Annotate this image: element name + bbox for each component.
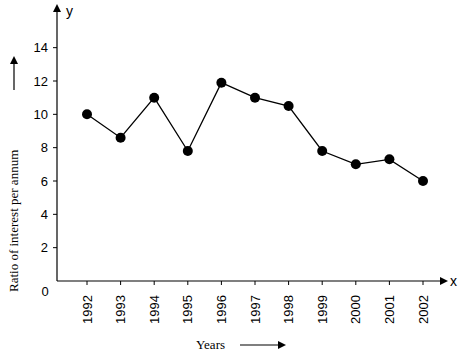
plot-area [82, 78, 428, 186]
x-tick-label: 1993 [113, 295, 128, 324]
x-tick [87, 281, 88, 285]
y-tick-label: 8 [41, 140, 48, 155]
point [116, 133, 126, 143]
x-tick [120, 281, 121, 285]
point [418, 176, 428, 186]
x-tick [221, 281, 222, 285]
x-tick [355, 281, 356, 285]
y-tick-label: 12 [34, 74, 48, 89]
x-tick-label: 1994 [147, 295, 162, 324]
y-tick [53, 214, 57, 215]
y-tick-label: 0 [41, 284, 48, 299]
x-tick [322, 281, 323, 285]
point [149, 93, 159, 103]
y-tick [53, 47, 57, 48]
x-axis [57, 280, 446, 281]
x-tick [154, 281, 155, 285]
x-tick-label: 1998 [281, 295, 296, 324]
x-tick-label: 1997 [248, 295, 263, 324]
x-tick-label: 1996 [214, 295, 229, 324]
point [351, 159, 361, 169]
x-tick-label: 2000 [348, 295, 363, 324]
y-tick-label: 14 [34, 40, 48, 55]
point [317, 146, 327, 156]
x-tick-label: 2001 [382, 295, 397, 324]
line [87, 83, 423, 181]
point [82, 109, 92, 119]
x-tick-label: 1999 [315, 295, 330, 324]
point [384, 154, 394, 164]
y-tick [53, 181, 57, 182]
chart: 0 2 4 6 8 10 12 14 1992 1993 1994 1995 1996 1997 1998 1… [0, 0, 465, 356]
y-tick [53, 247, 57, 248]
point [250, 93, 260, 103]
x-tick [187, 281, 188, 285]
x-tick-label: 2002 [416, 295, 431, 324]
y-tick-label: 2 [41, 240, 48, 255]
axis-letter: x [450, 273, 457, 289]
y-tick-label: 6 [41, 174, 48, 189]
y-axis-label: Ratio of interest per annum [6, 150, 21, 292]
point [183, 146, 193, 156]
x-tick [389, 281, 390, 285]
x-tick [288, 281, 289, 285]
x-tick-label: 1992 [80, 295, 95, 324]
x-label-arrow [240, 344, 284, 345]
y-tick-label: 10 [34, 107, 48, 122]
x-tick-label: 1995 [180, 295, 195, 324]
point [216, 78, 226, 88]
y-tick [53, 147, 57, 148]
y-tick [53, 114, 57, 115]
y-tick [53, 81, 57, 82]
x-axis-label: Years [196, 337, 225, 352]
y-tick-label: 4 [41, 207, 48, 222]
y-label-arrow [13, 58, 14, 90]
axis-letter: y [66, 3, 73, 19]
x-tick [423, 281, 424, 285]
x-tick [255, 281, 256, 285]
point [284, 101, 294, 111]
